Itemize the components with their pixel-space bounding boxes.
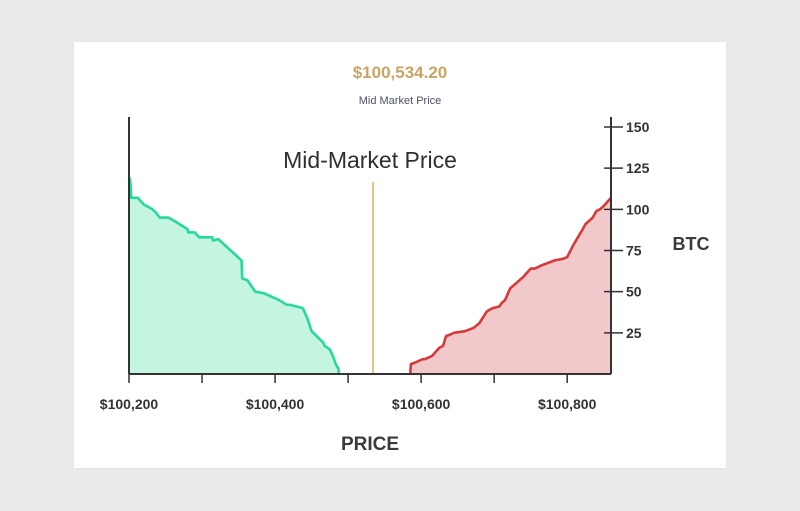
x-tick-label: $100,800 [538, 396, 597, 412]
ask-depth-line [408, 196, 612, 375]
y-tick-label: 125 [626, 160, 650, 176]
x-tick-label: $100,600 [392, 396, 451, 412]
y-tick-label: 150 [626, 119, 650, 135]
mid-market-price-annotation: Mid-Market Price [283, 147, 457, 173]
y-axis-label: BTC [673, 234, 710, 254]
y-tick-label: 25 [626, 325, 642, 341]
y-tick-label: 75 [626, 243, 642, 259]
bid-depth-area [129, 176, 339, 374]
y-tick-label: 100 [626, 201, 650, 217]
ask-depth-area [410, 197, 611, 374]
x-tick-label: $100,200 [100, 396, 159, 412]
mid-price-value: $100,534.20 [352, 63, 448, 82]
x-tick-label: $100,400 [246, 396, 305, 412]
y-tick-label: 50 [626, 284, 642, 300]
axes: $100,200 $100,400 $100,600 $100,800 25 50 75 10… [100, 117, 650, 412]
x-axis-label: PRICE [341, 434, 399, 455]
mid-price-caption: Mid Market Price [358, 95, 442, 107]
bid-depth-line [127, 176, 340, 374]
